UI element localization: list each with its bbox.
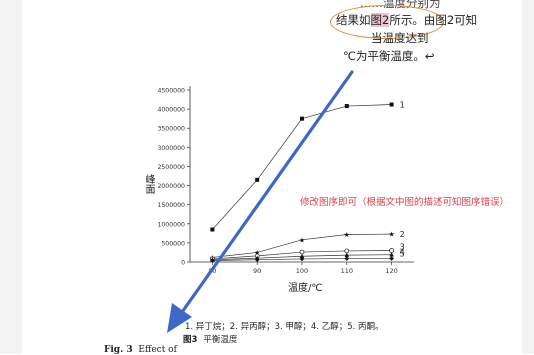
data-point: [254, 257, 260, 263]
series-label: 2: [400, 230, 405, 239]
x-tick-label: 110: [341, 267, 353, 275]
document-page: [22, 0, 522, 354]
data-point: [210, 258, 215, 263]
annotation-line-1-suffix: 所示。由图2可知: [389, 13, 478, 27]
data-point: [344, 248, 350, 254]
blue-arrow-head: [167, 303, 192, 333]
data-point: [344, 104, 349, 109]
figure-title: 平衡温度: [203, 335, 238, 345]
data-point: [389, 248, 394, 253]
compound-legend: 1. 异丁烷；2. 异丙醇；3. 甲醇；4. 乙醇；5. 丙酮。: [185, 322, 384, 332]
data-point: ★: [254, 249, 260, 257]
data-point: [389, 256, 394, 261]
x-tick-label: 90: [253, 267, 261, 275]
annotation-line-1-prefix: 结果如: [336, 13, 371, 27]
data-point: [299, 256, 305, 262]
annotation-line-3: ℃为平衡温度。↩: [343, 49, 435, 63]
series-label: 1: [400, 101, 405, 110]
blue-arrow-shaft: [178, 70, 354, 317]
y-tick-label: 4500000: [157, 88, 185, 95]
ellipse-highlight: [330, 5, 444, 39]
y-tick-label: 3500000: [157, 126, 185, 133]
y-tick-label: 0: [181, 260, 185, 267]
data-point: ★: [388, 231, 394, 239]
x-tick-label: 100: [296, 267, 308, 275]
series-line-2: [212, 233, 392, 258]
series-line-1: [212, 104, 392, 230]
y-tick-label: 4000000: [157, 107, 185, 114]
data-point: [255, 177, 260, 182]
y-tick-label: 2500000: [157, 164, 185, 171]
figure-title-en: Effect of: [138, 345, 177, 355]
series-label: 3: [400, 243, 405, 252]
y-tick-label: 1500000: [157, 202, 185, 209]
figure-caption-en: Fig. 3 Effect of: [104, 345, 177, 355]
data-point: [389, 252, 394, 257]
data-point: [210, 227, 215, 232]
red-comment-note: 修改图序即可（根据文中图的描述可知图序错误）: [300, 197, 510, 208]
annotation-line-2: 当温度达到: [371, 31, 429, 45]
data-point: [299, 253, 305, 259]
data-point: ★: [344, 231, 350, 239]
data-point: [344, 252, 350, 257]
y-tick-label: 2000000: [157, 183, 185, 190]
figure-caption: 图3 平衡温度: [183, 333, 237, 345]
annotation-highlight: 图2: [370, 13, 390, 27]
series-label: 4: [400, 248, 405, 257]
figure-number: 图3: [183, 335, 198, 345]
data-point: [389, 102, 394, 107]
annotation-line-1: 结果如图2所示。由图2可知: [336, 13, 477, 28]
figure-number-en: Fig. 3: [104, 345, 133, 355]
series-label: 5: [400, 250, 405, 259]
data-point: [300, 116, 304, 121]
y-tick-label: 500000: [161, 240, 185, 247]
data-point: [299, 249, 305, 255]
y-tick-label: 3000000: [157, 145, 185, 152]
y-axis-label: 峰面: [143, 174, 154, 194]
data-point: [344, 256, 350, 261]
x-axis-label: 温度/℃: [288, 283, 323, 294]
x-tick-label: 120: [385, 267, 397, 275]
data-point: ★: [299, 236, 305, 244]
y-tick-label: 1000000: [157, 221, 185, 228]
